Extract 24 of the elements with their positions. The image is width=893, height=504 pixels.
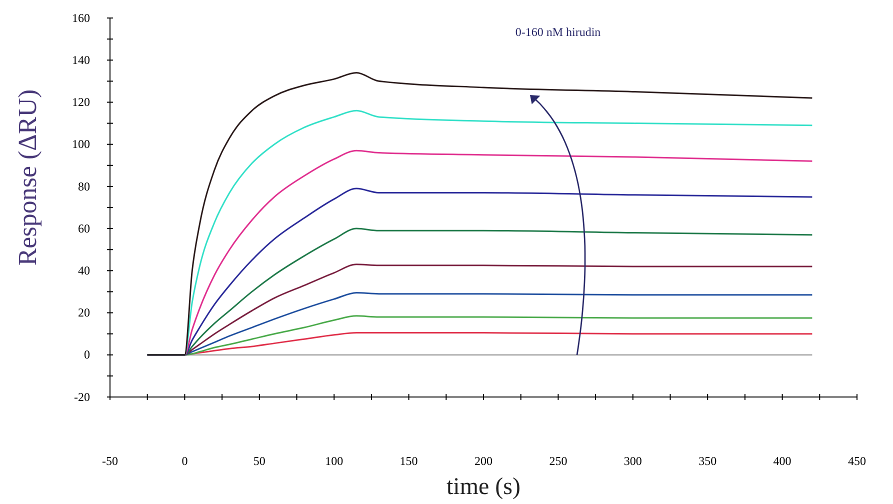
y-tick-label: 100 bbox=[72, 137, 90, 152]
x-tick-label: 150 bbox=[400, 454, 418, 468]
y-tick-label: 20 bbox=[78, 306, 90, 320]
x-tick-label: 350 bbox=[698, 454, 717, 468]
y-tick-label: 0 bbox=[84, 348, 90, 362]
x-axis-title: time (s) bbox=[446, 474, 520, 500]
x-tick-label: -50 bbox=[102, 454, 118, 468]
x-tick-label: 300 bbox=[624, 454, 642, 468]
x-tick-label: 0 bbox=[182, 454, 188, 468]
y-tick-label: -20 bbox=[74, 390, 90, 404]
x-tick-label: 250 bbox=[549, 454, 568, 468]
y-tick-label: 40 bbox=[78, 264, 90, 278]
y-tick-label: 60 bbox=[78, 221, 90, 236]
y-axis-title: Response (ΔRU) bbox=[13, 89, 42, 266]
x-tick-label: 50 bbox=[253, 454, 266, 468]
y-tick-label: 80 bbox=[78, 179, 90, 194]
x-tick-label: 450 bbox=[848, 454, 866, 468]
x-tick-label: 400 bbox=[773, 454, 792, 468]
x-tick-label: 200 bbox=[474, 454, 492, 468]
x-tick-label: 100 bbox=[325, 454, 344, 468]
annotation: 0-160 nM hirudin bbox=[515, 25, 601, 39]
y-tick-label: 140 bbox=[72, 52, 90, 67]
y-tick-label: 160 bbox=[72, 10, 90, 25]
y-tick-label: 120 bbox=[72, 95, 90, 110]
